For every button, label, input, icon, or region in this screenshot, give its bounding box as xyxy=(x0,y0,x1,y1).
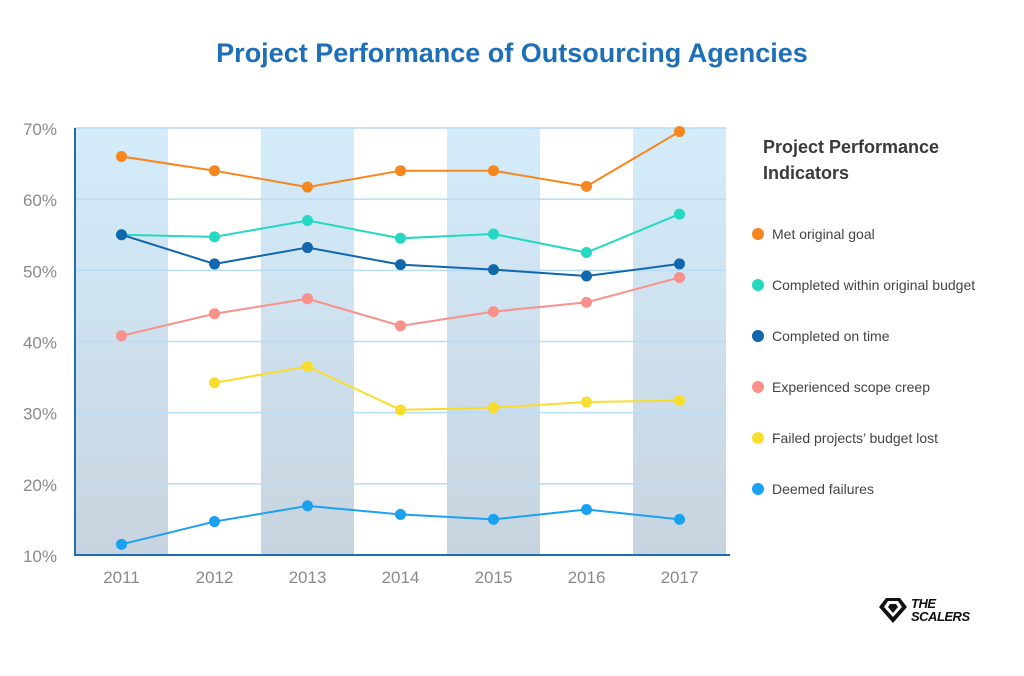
data-point-2016 xyxy=(581,296,592,308)
series-3 xyxy=(116,271,685,342)
legend-item-3: Experienced scope creep xyxy=(752,361,1014,412)
data-point-2011 xyxy=(116,330,127,342)
data-point-2012 xyxy=(209,377,220,389)
legend-label: Failed projects’ budget lost xyxy=(772,429,939,446)
legend-item-0: Met original goal xyxy=(752,208,1014,259)
legend-marker xyxy=(752,329,764,342)
series-0 xyxy=(116,126,685,193)
data-point-2017 xyxy=(674,395,685,407)
data-point-2013 xyxy=(302,293,313,305)
y-tick-label: 20% xyxy=(23,476,57,495)
logo-line-2: SCALERS xyxy=(911,609,970,624)
legend-marker xyxy=(752,431,764,444)
y-tick-label: 10% xyxy=(23,547,57,566)
data-point-2012 xyxy=(209,308,220,320)
data-point-2017 xyxy=(674,513,685,525)
legend-marker xyxy=(752,482,764,495)
data-point-2014 xyxy=(395,232,406,244)
y-tick-label: 40% xyxy=(23,334,57,353)
x-tick-label-2012: 2012 xyxy=(196,568,234,587)
series-line xyxy=(121,130,681,189)
data-point-2012 xyxy=(209,165,220,177)
data-point-2015 xyxy=(488,513,499,525)
chart-title: Project Performance of Outsourcing Agenc… xyxy=(216,38,808,68)
the-scalers-logo: THE SCALERS xyxy=(878,596,970,624)
x-tick-label-2017: 2017 xyxy=(661,568,699,587)
data-point-2012 xyxy=(209,516,220,528)
legend-label: Experienced scope creep xyxy=(772,378,930,395)
data-point-2015 xyxy=(488,228,499,240)
y-tick-label: 60% xyxy=(23,191,57,210)
data-point-2014 xyxy=(395,259,406,271)
data-point-2011 xyxy=(116,538,127,550)
data-point-2015 xyxy=(488,306,499,318)
data-point-2014 xyxy=(395,404,406,416)
legend-marker xyxy=(752,278,764,291)
legend-item-1: Completed within original budget xyxy=(752,259,1014,310)
legend-marker xyxy=(752,227,764,240)
x-tick-label-2014: 2014 xyxy=(382,568,420,587)
y-tick-label: 50% xyxy=(23,262,57,281)
data-point-2013 xyxy=(302,181,313,193)
data-point-2016 xyxy=(581,247,592,259)
series-1 xyxy=(116,208,685,259)
data-point-2015 xyxy=(488,402,499,414)
data-point-2015 xyxy=(488,264,499,276)
x-tick-label-2016: 2016 xyxy=(568,568,606,587)
data-point-2012 xyxy=(209,231,220,243)
data-point-2016 xyxy=(581,396,592,408)
data-point-2014 xyxy=(395,320,406,332)
data-point-2017 xyxy=(674,271,685,283)
legend-item-5: Deemed failures xyxy=(752,463,1014,514)
data-point-2017 xyxy=(674,126,685,138)
legend-title: Project Performance Indicators xyxy=(763,137,940,183)
data-point-2016 xyxy=(581,270,592,282)
data-point-2016 xyxy=(581,503,592,515)
series-5 xyxy=(116,500,685,550)
data-point-2012 xyxy=(209,258,220,270)
x-tick-label-2011: 2011 xyxy=(103,568,140,587)
y-tick-label: 70% xyxy=(23,120,57,139)
data-point-2013 xyxy=(302,242,313,254)
series-line xyxy=(214,365,680,411)
legend-item-2: Completed on time xyxy=(752,310,1014,361)
gem-logo-icon xyxy=(879,598,907,623)
data-point-2013 xyxy=(302,215,313,227)
data-point-2011 xyxy=(116,229,127,241)
data-point-2016 xyxy=(581,180,592,192)
data-point-2017 xyxy=(674,258,685,270)
data-point-2015 xyxy=(488,165,499,177)
series-4 xyxy=(209,360,685,416)
data-point-2013 xyxy=(302,360,313,372)
y-tick-label: 30% xyxy=(23,405,57,424)
legend-label: Completed on time xyxy=(772,327,890,344)
legend-item-4: Failed projects’ budget lost xyxy=(752,412,1014,463)
x-tick-label-2015: 2015 xyxy=(475,568,513,587)
legend-marker xyxy=(752,380,764,393)
legend: Project Performance Indicators Met origi… xyxy=(752,134,1014,514)
x-tick-label-2013: 2013 xyxy=(289,568,327,587)
data-point-2017 xyxy=(674,208,685,220)
legend-label: Deemed failures xyxy=(772,480,874,497)
logo-line-1: THE xyxy=(911,596,936,611)
data-point-2011 xyxy=(116,150,127,162)
legend-label: Completed within original budget xyxy=(772,276,976,293)
series-2 xyxy=(116,229,685,282)
legend-label: Met original goal xyxy=(772,225,875,242)
data-point-2014 xyxy=(395,508,406,520)
data-point-2014 xyxy=(395,165,406,177)
data-point-2013 xyxy=(302,500,313,512)
